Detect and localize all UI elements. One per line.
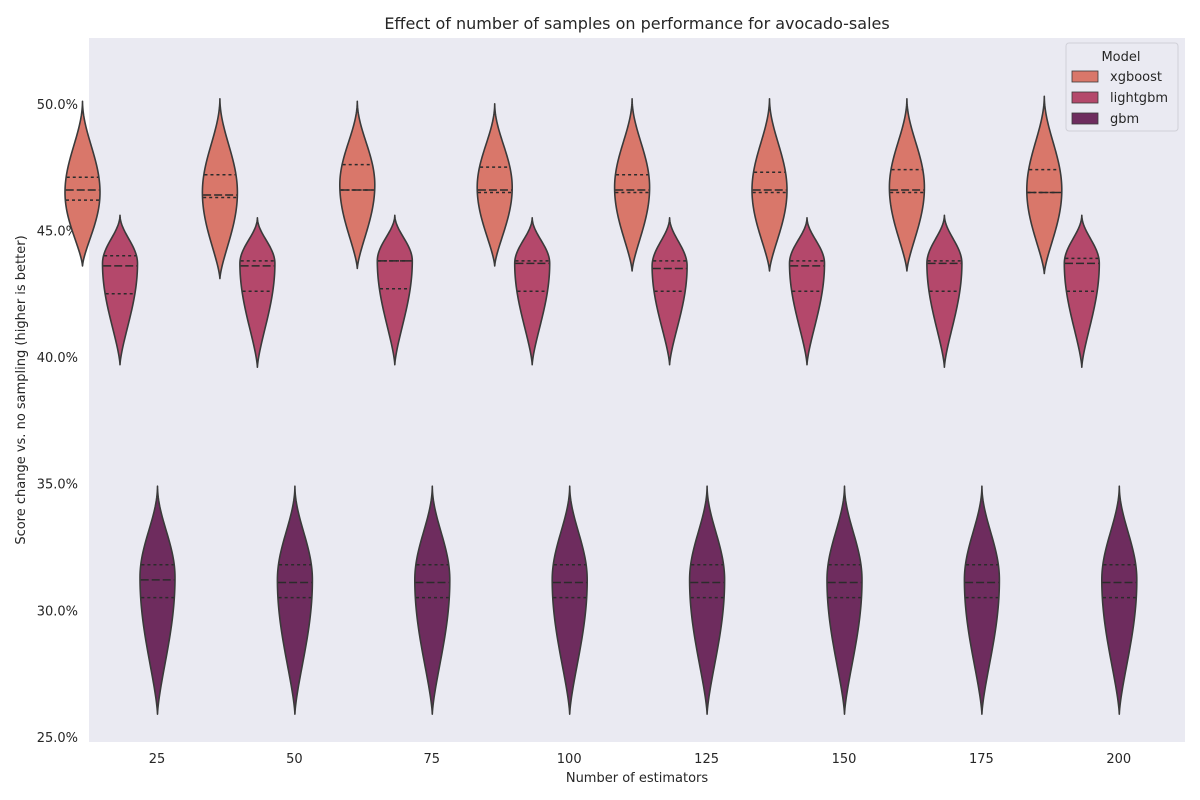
x-tick-label: 25 [149,752,166,767]
x-axis-label: Number of estimators [566,771,709,786]
legend-title: Model [1101,50,1140,65]
x-tick-label: 175 [969,752,994,767]
x-tick-label: 150 [832,752,857,767]
y-axis-label: Score change vs. no sampling (higher is … [14,235,29,544]
legend-label-xgboost: xgboost [1110,70,1162,85]
violin-body [376,214,414,366]
violin-lightgbm [651,217,688,366]
x-tick-label: 200 [1106,752,1131,767]
violin-body [414,485,451,715]
legend-swatch-gbm [1071,112,1099,125]
violin-body [688,485,726,715]
violin-lightgbm [239,217,276,369]
violin-xgboost [751,97,788,272]
y-axis-ticks: 25.0% 30.0% 35.0% 40.0% 45.0% 50.0% [37,98,78,746]
violin-lightgbm [926,214,963,369]
violin-xgboost [64,100,101,267]
violin-body [613,97,651,272]
legend-box [1065,42,1179,132]
violin-gbm [551,485,588,715]
violin-body [64,100,101,267]
legend-swatch-lightgbm [1071,91,1099,104]
x-axis-ticks: 25 50 75 100 125 150 175 200 [149,752,1131,767]
violin-lightgbm [513,217,551,366]
violin-gbm [276,485,314,715]
legend: Model xgboost lightgbm gbm [1065,42,1179,132]
violin-lightgbm [101,214,139,366]
violin-xgboost [339,100,376,270]
legend-swatch-xgboost [1071,70,1099,83]
violin-xgboost [613,97,651,272]
violin-lightgbm [1063,214,1101,369]
x-tick-label: 125 [694,752,719,767]
violin-gbm [139,485,176,715]
violin-body [201,97,239,280]
violin-lightgbm [376,214,414,366]
violin-gbm [963,485,1001,715]
y-tick-label: 45.0% [37,224,78,239]
violin-lightgbm [788,217,826,366]
violin-gbm [688,485,726,715]
violin-body [963,485,1001,715]
violin-gbm [1101,485,1138,715]
y-tick-label: 30.0% [37,604,78,619]
violin-xgboost [1026,95,1063,275]
y-tick-label: 40.0% [37,351,78,366]
x-tick-label: 50 [286,752,303,767]
legend-label-lightgbm: lightgbm [1110,91,1168,106]
y-tick-label: 25.0% [37,731,78,746]
violin-xgboost [201,97,239,280]
violin-body [276,485,314,715]
legend-label-gbm: gbm [1110,112,1139,127]
violin-body [551,485,588,715]
violin-xgboost [476,103,513,267]
x-tick-label: 75 [424,752,441,767]
violin-body [339,100,376,270]
x-tick-label: 100 [557,752,582,767]
violin-body [751,97,788,272]
violin-body [239,217,276,369]
violin-body [826,485,863,715]
violin-body [101,214,139,366]
violin-body [1026,95,1063,275]
violin-gbm [826,485,863,715]
violin-gbm [414,485,451,715]
violins-layer [64,95,1138,715]
violin-xgboost [888,97,926,272]
violin-body [476,103,513,267]
chart-title: Effect of number of samples on performan… [384,14,889,33]
y-tick-label: 35.0% [37,478,78,493]
violin-body [888,97,926,272]
y-tick-label: 50.0% [37,98,78,113]
violin-body [1101,485,1138,715]
violin-body [139,485,176,715]
